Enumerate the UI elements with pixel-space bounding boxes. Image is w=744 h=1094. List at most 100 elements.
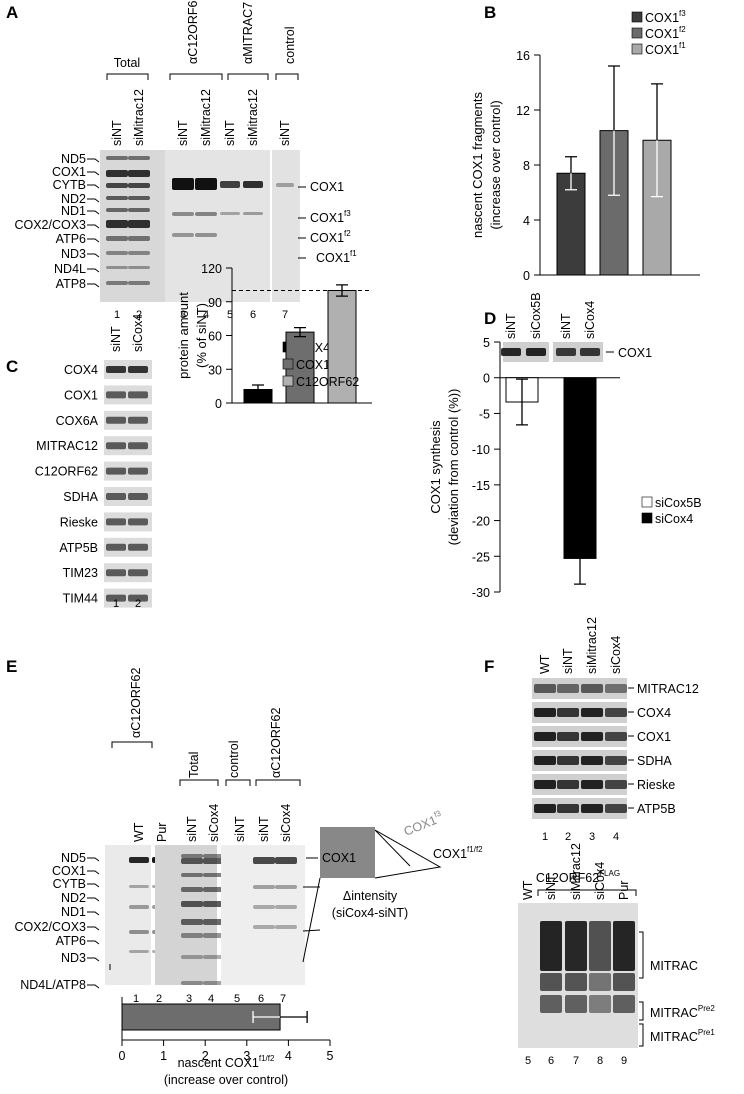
band-pointer: [87, 210, 100, 215]
lane-label: siNT: [257, 816, 271, 842]
gel-band: [172, 212, 194, 216]
band-pointer: [87, 911, 100, 916]
lane-label: siCox5B: [529, 292, 543, 339]
band-label: COX2/COX3: [14, 920, 86, 934]
legend-swatch: [282, 358, 294, 370]
gel-band: [128, 281, 150, 285]
gel-band: [128, 442, 148, 450]
y-axis-label: nascent COX1 fragments: [470, 92, 485, 238]
x-axis-label: nascent COX1: [178, 1056, 259, 1070]
gel-band: [557, 756, 579, 765]
lane-number: 4: [203, 309, 209, 321]
y-tick-label: -10: [472, 443, 490, 457]
gel-band: [203, 981, 225, 985]
gel-band: [106, 442, 126, 450]
y-axis-label: protein amount: [176, 292, 191, 379]
lane-number: 9: [621, 1055, 627, 1067]
gel-band: [128, 208, 150, 212]
gel-band: [106, 366, 126, 373]
lane-label: siNT: [185, 816, 199, 842]
gel-band: [129, 930, 149, 934]
y-tick-label: 90: [208, 296, 222, 310]
gel-band: [253, 905, 275, 909]
gel-band: [195, 212, 217, 216]
gel-band: [128, 170, 150, 177]
lane-number: 1: [113, 598, 119, 610]
gel-band: [526, 348, 546, 356]
gel-band: [106, 208, 128, 212]
gel-band: [203, 901, 225, 907]
lane-number: 3: [180, 309, 186, 321]
y-tick-label: 0: [215, 397, 222, 411]
gel: [553, 342, 603, 362]
gel-band: [128, 366, 148, 373]
gel-band: [605, 780, 627, 789]
y-tick-label: 4: [523, 214, 530, 228]
gel-band: [106, 281, 128, 285]
bracket: [639, 1001, 644, 1021]
lane-label: siNT: [559, 313, 573, 339]
group-label: αC12ORF62: [129, 668, 143, 738]
gel-band: [129, 857, 149, 863]
band-pointer: [87, 224, 100, 229]
gel-band: [581, 684, 603, 693]
gel-band: [195, 233, 217, 237]
gel-band: [540, 995, 562, 1013]
legend-label: siCox4: [655, 512, 693, 526]
band-pointer: [87, 926, 100, 931]
row-label: COX6A: [56, 414, 99, 428]
gel-band: [106, 569, 126, 577]
gel: [165, 150, 270, 302]
y-tick-label: -30: [472, 586, 490, 600]
gel-band: [129, 905, 149, 909]
gel-band: [181, 858, 203, 864]
band-label: ND3: [61, 247, 86, 261]
error-bar: [280, 1011, 308, 1023]
gel-band: [243, 181, 263, 188]
row-label: SDHA: [637, 754, 672, 768]
lane-label: siMitrac12: [132, 89, 146, 146]
row-label: ATP5B: [59, 541, 98, 555]
group-label: αC12ORF62: [269, 708, 283, 778]
gel-band: [557, 732, 579, 741]
gel-band: [565, 921, 587, 971]
band-pointer: [87, 158, 100, 163]
row-label: COX4: [64, 363, 98, 377]
band-label: MITRACPre1: [650, 1028, 715, 1044]
x-tick-label: 0: [119, 1049, 126, 1063]
y-tick-label: 120: [201, 262, 222, 276]
error-bar: [252, 1011, 281, 1023]
legend-label: C12ORF62: [296, 375, 359, 389]
gel-band: [106, 543, 126, 551]
gels: [100, 150, 638, 1048]
gel: [532, 774, 627, 795]
gel-band: [128, 416, 148, 424]
gel-band: [128, 220, 150, 228]
y-tick-label: 0: [483, 372, 490, 386]
group-label: control: [227, 740, 241, 778]
x-tick-label: 2: [202, 1049, 209, 1063]
inset-label: COX1f3: [401, 808, 445, 838]
band-label: f1: [350, 249, 357, 258]
lane-label: siCox4: [609, 636, 623, 674]
gel-band: [581, 804, 603, 813]
gel-band: [589, 973, 611, 991]
row-label: MITRAC12: [36, 439, 98, 453]
lane-number: 8: [597, 1055, 603, 1067]
gel-band: [128, 196, 150, 200]
band-label: COX1f3: [310, 209, 351, 225]
bar: [563, 377, 597, 559]
band-label: COX1: [322, 851, 356, 865]
gel-band: [605, 804, 627, 813]
gel-band: [106, 220, 128, 228]
band-label: ATP6: [56, 232, 86, 246]
gel-band: [128, 518, 148, 526]
group-label: αMITRAC7: [241, 2, 255, 64]
gel: [221, 845, 305, 985]
lane-label: siMitrac12: [199, 89, 213, 146]
band-label: COX1: [310, 180, 344, 194]
gel-band: [580, 348, 600, 356]
bracket: [639, 931, 644, 979]
lane-label: siCox4: [279, 804, 293, 842]
lane-label: siNT: [561, 648, 575, 674]
